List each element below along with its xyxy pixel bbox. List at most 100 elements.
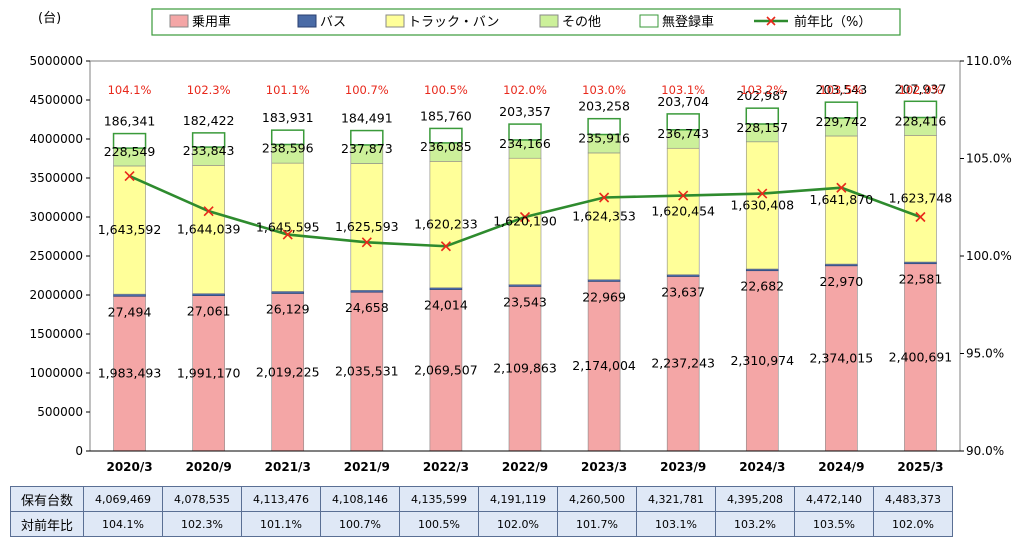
bus-label: 27,061 xyxy=(187,304,231,319)
y-tick-label: 0 xyxy=(75,444,83,458)
truck-van-label: 1,643,592 xyxy=(98,222,162,237)
summary-cell: 4,108,146 xyxy=(320,486,400,512)
y-tick-label: 2500000 xyxy=(30,249,83,263)
axes: 0 500000 1000000 1500000 2000000 2500000 30000… xyxy=(30,54,1012,474)
summary-cell: 4,191,119 xyxy=(478,486,558,512)
summary-cell: 4,078,535 xyxy=(162,486,242,512)
summary-cell: 103.2% xyxy=(715,511,795,537)
y-tick-label: 3500000 xyxy=(30,171,83,185)
summary-cell: 104.1% xyxy=(83,511,163,537)
x-tick-label: 2021/9 xyxy=(344,460,390,474)
summary-table: 保有台数 4,069,469 4,078,535 4,113,476 4,108,146… xyxy=(10,486,953,537)
summary-cell: 103.1% xyxy=(636,511,716,537)
unregistered-label: 203,357 xyxy=(499,104,551,119)
unregistered-bar xyxy=(112,132,147,149)
svg-text:前年比（%）: 前年比（%） xyxy=(794,14,871,30)
y-tick-label: 4500000 xyxy=(30,93,83,107)
truck-van-label: 1,625,593 xyxy=(335,219,399,234)
other-label: 228,416 xyxy=(895,114,947,129)
passenger-car-bar xyxy=(350,291,384,452)
bus-label: 23,637 xyxy=(661,284,705,299)
summary-cell: 102.3% xyxy=(162,511,242,537)
passenger-car-bar xyxy=(192,295,225,452)
ratio-point xyxy=(599,192,610,203)
unregistered-label: 183,931 xyxy=(262,110,314,125)
truck-van-label: 1,620,454 xyxy=(651,203,715,218)
y-tick-label: 500000 xyxy=(37,405,83,419)
ratio-point xyxy=(678,190,689,201)
x-tick-label: 2020/9 xyxy=(186,460,232,474)
unregistered-bar xyxy=(903,100,938,119)
unregistered-label: 203,258 xyxy=(578,99,630,114)
passenger-car-label: 2,400,691 xyxy=(889,349,953,364)
other-label: 228,549 xyxy=(104,144,156,159)
x-tick-label: 2020/3 xyxy=(106,460,152,474)
summary-cell: 102.0% xyxy=(478,511,558,537)
truck-van-label: 1,645,595 xyxy=(256,219,320,234)
y2-tick-label: 100.0% xyxy=(966,249,1012,263)
x-tick-label: 2022/3 xyxy=(423,460,469,474)
passenger-car-label: 2,374,015 xyxy=(810,350,874,365)
unregistered-label: 182,422 xyxy=(183,113,235,128)
x-tick-label: 2022/9 xyxy=(502,460,548,474)
ratio-point xyxy=(836,182,847,193)
truck-van-label: 1,620,190 xyxy=(493,213,557,228)
legend-passenger-car: 乗用車 xyxy=(169,14,231,30)
passenger-car-label: 2,035,531 xyxy=(335,364,399,379)
bus-label: 26,129 xyxy=(266,302,310,317)
svg-text:バス: バス xyxy=(320,15,346,30)
other-label: 229,742 xyxy=(816,114,868,129)
truck-van-bar xyxy=(587,152,621,280)
other-label: 228,157 xyxy=(736,120,788,135)
svg-text:トラック・バン: トラック・バン xyxy=(408,15,499,30)
unregistered-bar xyxy=(587,117,621,136)
legend-bus: バス xyxy=(297,14,346,30)
bus-bar xyxy=(271,291,305,294)
bus-bar xyxy=(192,293,225,296)
ratio-label: 102.3% xyxy=(187,83,231,97)
other-label: 236,743 xyxy=(657,126,709,141)
unregistered-bar xyxy=(350,129,384,146)
other-label: 234,166 xyxy=(499,136,551,151)
ratio-point xyxy=(757,188,768,199)
other-label: 235,916 xyxy=(578,131,630,146)
passenger-car-bar xyxy=(587,281,621,452)
bus-label: 24,014 xyxy=(424,298,468,313)
ratio-point xyxy=(282,229,293,240)
unregistered-label: 202,987 xyxy=(736,88,788,103)
svg-text:無登録車: 無登録車 xyxy=(662,15,714,30)
truck-van-label: 1,630,408 xyxy=(730,197,794,212)
summary-row-header: 保有台数 xyxy=(10,486,84,512)
passenger-car-label: 2,174,004 xyxy=(572,358,636,373)
unregistered-bar xyxy=(824,101,859,119)
truck-van-bar xyxy=(904,135,937,263)
unregistered-label: 207,937 xyxy=(895,81,947,96)
bus-label: 27,494 xyxy=(108,304,152,319)
ratio-point xyxy=(361,237,372,248)
other-label: 237,873 xyxy=(341,141,393,156)
summary-cell: 4,069,469 xyxy=(83,486,163,512)
truck-van-bar xyxy=(825,135,858,265)
y-tick-label: 1500000 xyxy=(30,327,83,341)
unregistered-label: 186,341 xyxy=(104,114,156,129)
x-tick-label: 2024/3 xyxy=(739,460,785,474)
truck-van-bar xyxy=(192,165,225,294)
unregistered-bar xyxy=(191,132,226,148)
passenger-car-label: 2,310,974 xyxy=(730,353,794,368)
ratio-label: 103.5% xyxy=(819,83,863,97)
summary-cell: 4,321,781 xyxy=(636,486,716,512)
truck-van-label: 1,644,039 xyxy=(177,221,241,236)
legend-truck-van: トラック・バン xyxy=(385,14,499,30)
ratio-label: 101.1% xyxy=(266,83,310,97)
x-tick-label: 2021/3 xyxy=(265,460,311,474)
passenger-car-label: 2,019,225 xyxy=(256,364,320,379)
x-tick-label: 2023/3 xyxy=(581,460,627,474)
summary-row: 対前年比 104.1% 102.3% 101.1% 100.7% 100.5% 102.0%… xyxy=(10,511,953,537)
summary-cell: 4,135,599 xyxy=(399,486,479,512)
summary-cell: 4,113,476 xyxy=(241,486,321,512)
unregistered-bar xyxy=(666,113,700,131)
summary-cell: 100.5% xyxy=(399,511,479,537)
ratio-point xyxy=(519,211,531,223)
y-tick-label: 5000000 xyxy=(30,54,83,68)
bus-label: 23,543 xyxy=(503,294,547,309)
